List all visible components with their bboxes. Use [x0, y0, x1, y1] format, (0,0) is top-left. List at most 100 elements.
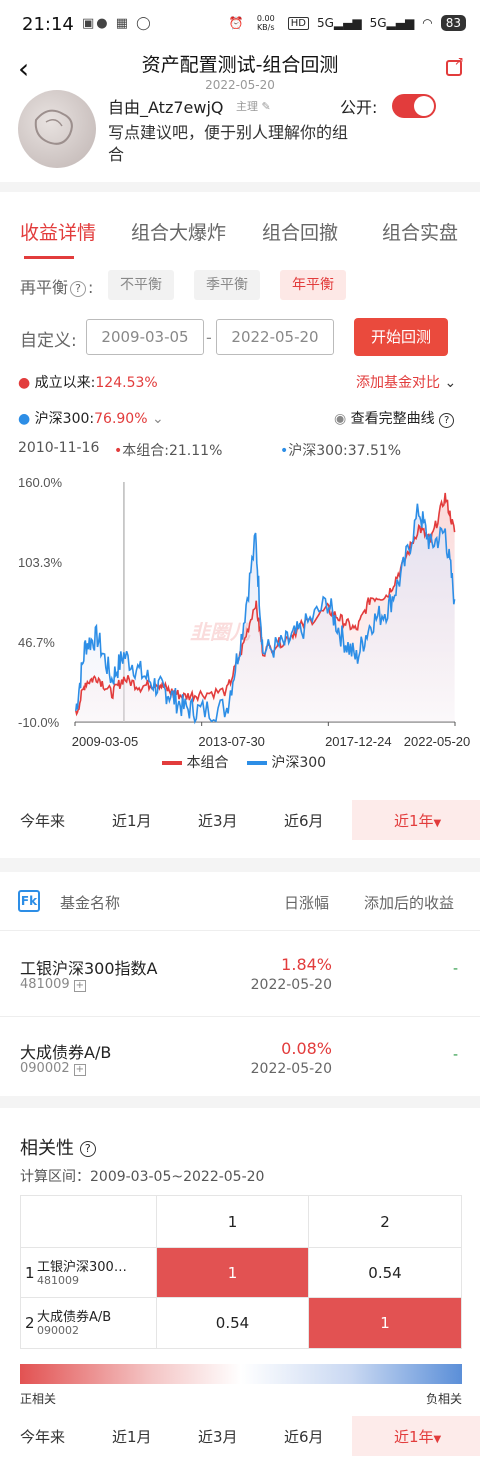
- rebalance-label: 再平衡?:: [20, 278, 94, 297]
- net-speed: 0.00 KB/s: [256, 14, 275, 32]
- correlation-matrix: 1 2 1 工银沪深300… 481009 1 0.54 2 大成债券A/B 0…: [20, 1195, 462, 1349]
- series-line-benchmark: [75, 503, 456, 725]
- crosshair-portfolio: •本组合:21.11%: [114, 443, 223, 459]
- y-tick-label: 46.7%: [18, 635, 55, 650]
- benchmark-selector[interactable]: ● 沪深300:76.90% ⌄: [18, 411, 164, 427]
- tab-drawdown[interactable]: 组合回撤: [262, 222, 339, 244]
- tab-bar: 收益详情 组合大爆炸 组合回撤 组合实盘: [0, 192, 480, 264]
- start-date-input[interactable]: 2009-03-05: [86, 319, 204, 355]
- period-1m[interactable]: 近1月: [112, 812, 152, 830]
- period-1y[interactable]: 近1年▼: [394, 1428, 442, 1446]
- legend-benchmark[interactable]: 沪深300: [246, 755, 326, 771]
- period-6m[interactable]: 近6月: [284, 1428, 324, 1446]
- row-header: 2 大成债券A/B 090002: [21, 1298, 157, 1348]
- scale-right-label: 负相关: [425, 1392, 462, 1406]
- fund-code: 481009 +: [20, 977, 86, 992]
- status-time: 21:14: [22, 14, 74, 35]
- owner-tag[interactable]: 主理 ✎: [236, 100, 271, 113]
- crosshair-date: 2010-11-16: [18, 440, 100, 456]
- x-tick-label: 2017-12-24: [325, 734, 392, 749]
- header-after-return: 添加后的收益: [364, 894, 455, 912]
- wifi-icon: ◠: [422, 16, 433, 30]
- signal-icon-1: 5G▂▄▆: [316, 16, 362, 30]
- tab-live[interactable]: 组合实盘: [382, 222, 459, 244]
- rebalance-none[interactable]: 不平衡: [108, 270, 174, 300]
- hd-icon: HD: [287, 16, 309, 30]
- share-icon[interactable]: [446, 54, 464, 76]
- period-selector: 今年来 近1月 近3月 近6月 近1年▼: [0, 800, 480, 840]
- period-ytd[interactable]: 今年来: [20, 1428, 66, 1446]
- help-icon[interactable]: ?: [79, 1141, 96, 1157]
- help-icon: ?: [439, 413, 455, 428]
- header-fund-name: 基金名称: [60, 894, 121, 912]
- main-card: 收益详情 组合大爆炸 组合回撤 组合实盘 再平衡?: 不平衡 季平衡 年平衡 自…: [0, 192, 480, 858]
- fund-date: 2022-05-20: [250, 977, 332, 993]
- view-full-curve[interactable]: ◉ 查看完整曲线 ?: [334, 408, 455, 428]
- notification-icons: ▣● ▦ ◯: [82, 16, 153, 31]
- col-header: 1: [157, 1196, 309, 1248]
- fund-logo-icon: Fk: [18, 890, 40, 912]
- rebalance-quarterly[interactable]: 季平衡: [194, 270, 260, 300]
- avatar[interactable]: [18, 90, 96, 168]
- y-tick-label: 160.0%: [18, 475, 63, 490]
- period-6m[interactable]: 近6月: [284, 812, 324, 830]
- matrix-cell: 1: [309, 1298, 461, 1348]
- alarm-icon: ⏰: [228, 16, 244, 30]
- col-header: 2: [309, 1196, 461, 1248]
- crosshair-benchmark: •沪深300:37.51%: [280, 443, 402, 459]
- tab-portfolio-boom[interactable]: 组合大爆炸: [131, 222, 227, 244]
- table-row[interactable]: 大成债券A/B 090002 + 0.08% 2022-05-20 -: [0, 1016, 480, 1102]
- table-row[interactable]: 工银沪深300指数A 481009 + 1.84% 2022-05-20 -: [0, 930, 480, 1016]
- fund-table: Fk 基金名称 日涨幅 添加后的收益 工银沪深300指数A 481009 + 1…: [0, 872, 480, 1096]
- correlation-range: 计算区间：2009-03-05~2022-05-20: [20, 1169, 265, 1185]
- fund-name: 大成债券A/B: [20, 1043, 112, 1062]
- fund-change: 1.84%: [281, 955, 332, 974]
- rebalance-yearly[interactable]: 年平衡: [280, 270, 346, 300]
- period-ytd[interactable]: 今年来: [20, 812, 66, 830]
- correlation-section: 相关性 ? 计算区间：2009-03-05~2022-05-20 1 2 1 工…: [0, 1108, 480, 1468]
- period-3m[interactable]: 近3月: [198, 1428, 238, 1446]
- matrix-cell: 0.54: [157, 1298, 309, 1348]
- signal-icon-2: 5G▂▄▆: [369, 16, 415, 30]
- help-icon[interactable]: ?: [70, 281, 87, 297]
- x-tick-label: 2009-03-05: [72, 734, 139, 749]
- public-toggle[interactable]: [392, 94, 436, 118]
- x-tick-label: 2013-07-30: [198, 734, 265, 749]
- start-backtest-button[interactable]: 开始回测: [354, 318, 448, 356]
- bottom-period-selector: 今年来 近1月 近3月 近6月 近1年▼: [0, 1416, 480, 1456]
- since-inception-value: 124.53%: [95, 375, 158, 391]
- chart-watermark: 韭圈儿: [190, 620, 250, 644]
- chevron-down-icon: ⌄: [151, 411, 164, 427]
- caret-down-icon: ▼: [433, 1434, 442, 1445]
- header-daily-change: 日涨幅: [284, 894, 330, 912]
- scale-left-label: 正相关: [20, 1392, 57, 1406]
- username: 自由_Atz7ewjQ: [108, 98, 224, 117]
- fund-date: 2022-05-20: [250, 1061, 332, 1077]
- period-1m[interactable]: 近1月: [112, 1428, 152, 1446]
- fund-after-return: -: [452, 961, 458, 977]
- portfolio-description[interactable]: 写点建议吧，便于别人理解你的组合: [108, 123, 349, 164]
- legend-portfolio[interactable]: 本组合: [162, 755, 228, 771]
- correlation-title: 相关性 ?: [20, 1134, 96, 1160]
- chevron-down-icon: ⌄: [440, 375, 457, 391]
- app-header: ‹ 资产配置测试-组合回测 2022-05-20: [0, 40, 480, 102]
- expand-icon[interactable]: +: [73, 980, 86, 992]
- fund-code: 090002 +: [20, 1061, 86, 1076]
- y-tick-label: -10.0%: [18, 715, 60, 730]
- expand-icon[interactable]: +: [73, 1064, 86, 1076]
- edit-icon[interactable]: ✎: [261, 100, 271, 113]
- matrix-cell: 1: [157, 1248, 309, 1298]
- tab-profit-details[interactable]: 收益详情: [20, 222, 97, 244]
- end-date-input[interactable]: 2022-05-20: [216, 319, 334, 355]
- fund-change: 0.08%: [281, 1039, 332, 1058]
- add-compare-button[interactable]: 添加基金对比 ⌄: [356, 375, 457, 391]
- period-3m[interactable]: 近3月: [198, 812, 238, 830]
- back-icon[interactable]: ‹: [18, 52, 30, 85]
- performance-chart[interactable]: 160.0% 103.3% 46.7% -10.0% 2009-03-05 2013-07…: [0, 472, 480, 772]
- area-benchmark: [75, 503, 455, 722]
- series-line-portfolio: [75, 492, 456, 717]
- period-1y[interactable]: 近1年▼: [394, 812, 442, 830]
- fund-name: 工银沪深300指数A: [20, 959, 158, 978]
- page-title: 资产配置测试-组合回测: [141, 54, 339, 76]
- status-right-icons: ⏰ 0.00 KB/s HD 5G▂▄▆ 5G▂▄▆ ◠ 83: [229, 14, 466, 32]
